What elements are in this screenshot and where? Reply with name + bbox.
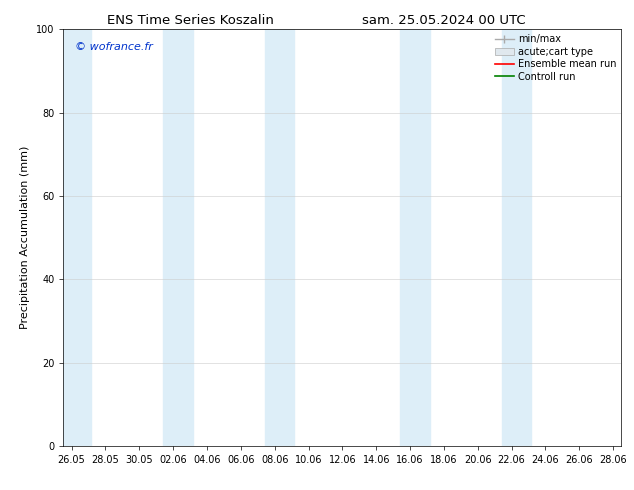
Text: © wofrance.fr: © wofrance.fr: [75, 42, 152, 52]
Bar: [265, 29, 294, 446]
Text: ENS Time Series Koszalin: ENS Time Series Koszalin: [107, 14, 274, 27]
Bar: [400, 29, 430, 446]
Y-axis label: Precipitation Accumulation (mm): Precipitation Accumulation (mm): [20, 146, 30, 329]
Bar: [164, 29, 193, 446]
Bar: [63, 29, 91, 446]
Legend: min/max, acute;cart type, Ensemble mean run, Controll run: min/max, acute;cart type, Ensemble mean …: [493, 32, 618, 83]
Bar: [501, 29, 531, 446]
Text: sam. 25.05.2024 00 UTC: sam. 25.05.2024 00 UTC: [362, 14, 526, 27]
